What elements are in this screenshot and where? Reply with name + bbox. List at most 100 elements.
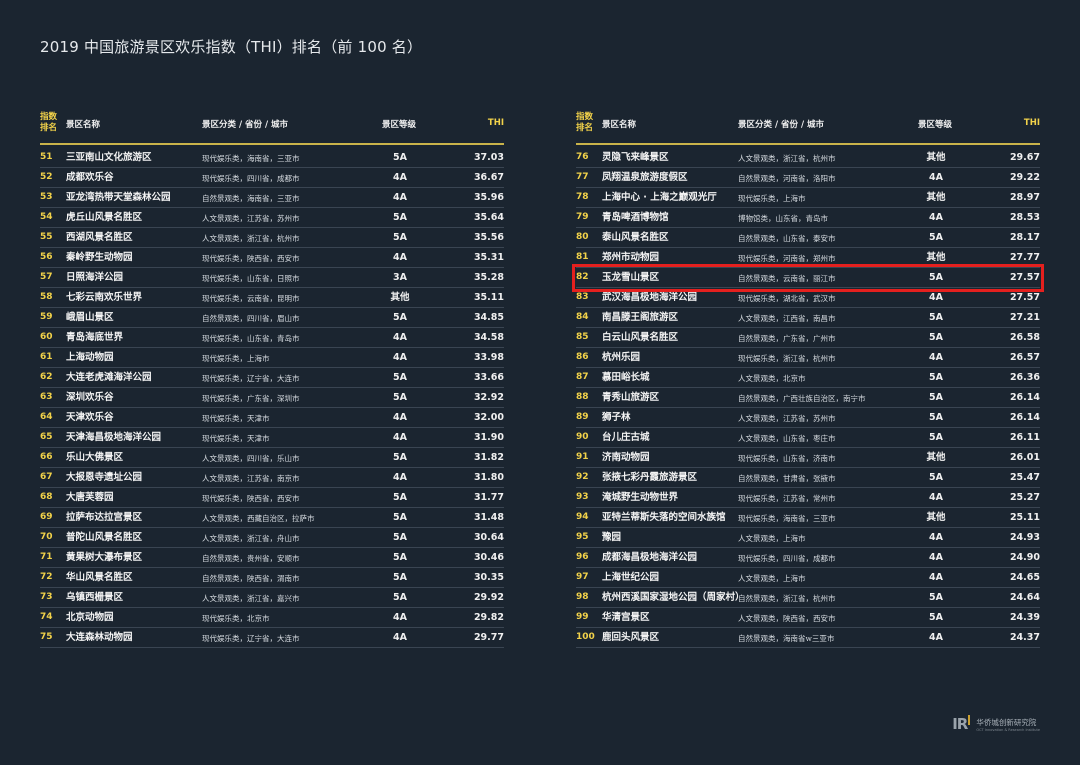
table-row: 51 三亚南山文化旅游区 现代娱乐类，海南省，三亚市 5A 37.03 bbox=[40, 148, 504, 168]
grade-cell: 5A bbox=[929, 232, 943, 243]
category-cell: 人文景观类，山东省，枣庄市 bbox=[738, 434, 836, 443]
rank-cell: 56 bbox=[40, 252, 53, 262]
header-rank-line1: 指数 bbox=[576, 112, 594, 122]
rank-cell: 60 bbox=[40, 332, 53, 342]
thi-cell: 31.48 bbox=[473, 512, 504, 523]
grade-cell: 4A bbox=[393, 412, 407, 423]
rank-cell: 76 bbox=[576, 152, 589, 162]
thi-cell: 27.21 bbox=[1009, 312, 1040, 323]
thi-cell: 26.01 bbox=[1009, 452, 1040, 463]
name-cell: 白云山风景名胜区 bbox=[602, 332, 679, 343]
table-row: 67 大报恩寺遗址公园 人文景观类，江苏省，南京市 4A 31.80 bbox=[40, 468, 504, 488]
name-cell: 上海动物园 bbox=[66, 352, 114, 363]
table-row: 100 鹿回头风景区 自然景观类，海南省w三亚市 4A 24.37 bbox=[576, 628, 1040, 648]
table-row: 89 狮子林 人文景观类，江苏省，苏州市 5A 26.14 bbox=[576, 408, 1040, 428]
category-cell: 现代娱乐类，上海市 bbox=[202, 354, 270, 363]
grade-cell: 5A bbox=[393, 452, 407, 463]
grade-cell: 4A bbox=[929, 352, 943, 363]
category-cell: 现代娱乐类，辽宁省，大连市 bbox=[202, 374, 300, 383]
table-header: 指数 排名 景区名称 景区分类 / 省份 / 城市 景区等级 THI bbox=[576, 110, 1040, 145]
rank-cell: 53 bbox=[40, 192, 53, 202]
header-grade: 景区等级 bbox=[382, 120, 417, 130]
thi-cell: 30.35 bbox=[473, 572, 504, 583]
name-cell: 南昌滕王阁旅游区 bbox=[602, 312, 679, 323]
table-row: 76 灵隐飞来峰景区 人文景观类，浙江省，杭州市 其他 29.67 bbox=[576, 148, 1040, 168]
thi-cell: 34.58 bbox=[473, 332, 504, 343]
thi-cell: 29.67 bbox=[1009, 152, 1040, 163]
thi-cell: 24.65 bbox=[1009, 572, 1040, 583]
category-cell: 现代娱乐类，陕西省，西安市 bbox=[202, 254, 300, 263]
category-cell: 现代娱乐类，陕西省，西安市 bbox=[202, 494, 300, 503]
rank-cell: 62 bbox=[40, 372, 53, 382]
rank-cell: 63 bbox=[40, 392, 53, 402]
grade-cell: 5A bbox=[929, 432, 943, 443]
table-row: 64 天津欢乐谷 现代娱乐类，天津市 4A 32.00 bbox=[40, 408, 504, 428]
thi-cell: 31.90 bbox=[473, 432, 504, 443]
grade-cell: 5A bbox=[393, 552, 407, 563]
category-cell: 现代娱乐类，云南省，昆明市 bbox=[202, 294, 300, 303]
thi-cell: 28.17 bbox=[1009, 232, 1040, 243]
thi-cell: 26.11 bbox=[1009, 432, 1040, 443]
rank-cell: 86 bbox=[576, 352, 589, 362]
thi-cell: 35.11 bbox=[473, 292, 504, 303]
rank-cell: 79 bbox=[576, 212, 589, 222]
rank-cell: 72 bbox=[40, 572, 53, 582]
rank-cell: 88 bbox=[576, 392, 589, 402]
table-row: 72 华山风景名胜区 自然景观类，陕西省，渭南市 5A 30.35 bbox=[40, 568, 504, 588]
category-cell: 博物馆类，山东省，青岛市 bbox=[738, 214, 828, 223]
table-row: 91 济南动物园 现代娱乐类，山东省，济南市 其他 26.01 bbox=[576, 448, 1040, 468]
category-cell: 现代娱乐类，四川省，成都市 bbox=[202, 174, 300, 183]
header-grade: 景区等级 bbox=[918, 120, 953, 130]
thi-cell: 30.64 bbox=[473, 532, 504, 543]
rank-cell: 58 bbox=[40, 292, 53, 302]
table-row: 70 普陀山风景名胜区 人文景观类，浙江省，舟山市 5A 30.64 bbox=[40, 528, 504, 548]
thi-cell: 29.22 bbox=[1009, 172, 1040, 183]
rank-cell: 89 bbox=[576, 412, 589, 422]
name-cell: 三亚南山文化旅游区 bbox=[66, 152, 152, 163]
category-cell: 自然景观类，广东省，广州市 bbox=[738, 334, 836, 343]
rank-cell: 66 bbox=[40, 452, 53, 462]
grade-cell: 4A bbox=[929, 532, 943, 543]
table-row: 86 杭州乐园 现代娱乐类，浙江省，杭州市 4A 26.57 bbox=[576, 348, 1040, 368]
table-row: 84 南昌滕王阁旅游区 人文景观类，江西省，南昌市 5A 27.21 bbox=[576, 308, 1040, 328]
grade-cell: 5A bbox=[393, 572, 407, 583]
thi-cell: 26.57 bbox=[1009, 352, 1040, 363]
header-category: 景区分类 / 省份 / 城市 bbox=[738, 120, 825, 130]
rank-cell: 97 bbox=[576, 572, 589, 582]
category-cell: 自然景观类，四川省，眉山市 bbox=[202, 314, 300, 323]
name-cell: 青岛海底世界 bbox=[66, 332, 124, 343]
name-cell: 淹城野生动物世界 bbox=[602, 492, 679, 503]
grade-cell: 5A bbox=[929, 472, 943, 483]
logo-bar-icon bbox=[968, 715, 971, 725]
table-row: 68 大唐芙蓉园 现代娱乐类，陕西省，西安市 5A 31.77 bbox=[40, 488, 504, 508]
name-cell: 大连森林动物园 bbox=[66, 632, 133, 643]
rank-cell: 75 bbox=[40, 632, 53, 642]
table-row: 99 华清宫景区 人文景观类，陕西省，西安市 5A 24.39 bbox=[576, 608, 1040, 628]
name-cell: 青秀山旅游区 bbox=[602, 392, 660, 403]
rank-cell: 92 bbox=[576, 472, 589, 482]
category-cell: 现代娱乐类，四川省，成都市 bbox=[738, 554, 836, 563]
table-row: 60 青岛海底世界 现代娱乐类，山东省，青岛市 4A 34.58 bbox=[40, 328, 504, 348]
name-cell: 成都欢乐谷 bbox=[66, 172, 114, 183]
thi-cell: 24.64 bbox=[1009, 592, 1040, 603]
name-cell: 七彩云南欢乐世界 bbox=[66, 292, 143, 303]
grade-cell: 4A bbox=[393, 432, 407, 443]
table-row: 66 乐山大佛景区 人文景观类，四川省，乐山市 5A 31.82 bbox=[40, 448, 504, 468]
grade-cell: 4A bbox=[393, 332, 407, 343]
category-cell: 现代娱乐类，上海市 bbox=[738, 194, 806, 203]
rank-cell: 52 bbox=[40, 172, 53, 182]
ranking-table-left: 指数 排名 景区名称 景区分类 / 省份 / 城市 景区等级 THI 51 三亚南山… bbox=[40, 110, 504, 648]
thi-cell: 33.66 bbox=[473, 372, 504, 383]
name-cell: 北京动物园 bbox=[66, 612, 114, 623]
grade-cell: 4A bbox=[393, 252, 407, 263]
table-row: 80 泰山风景名胜区 自然景观类，山东省，泰安市 5A 28.17 bbox=[576, 228, 1040, 248]
grade-cell: 其他 bbox=[926, 192, 946, 203]
thi-cell: 29.92 bbox=[473, 592, 504, 603]
category-cell: 自然景观类，云南省，丽江市 bbox=[738, 274, 836, 283]
name-cell: 张掖七彩丹霞旅游景区 bbox=[602, 472, 698, 483]
grade-cell: 5A bbox=[393, 592, 407, 603]
category-cell: 现代娱乐类，江苏省，常州市 bbox=[738, 494, 836, 503]
rank-cell: 78 bbox=[576, 192, 589, 202]
category-cell: 现代娱乐类，天津市 bbox=[202, 414, 270, 423]
grade-cell: 5A bbox=[393, 532, 407, 543]
